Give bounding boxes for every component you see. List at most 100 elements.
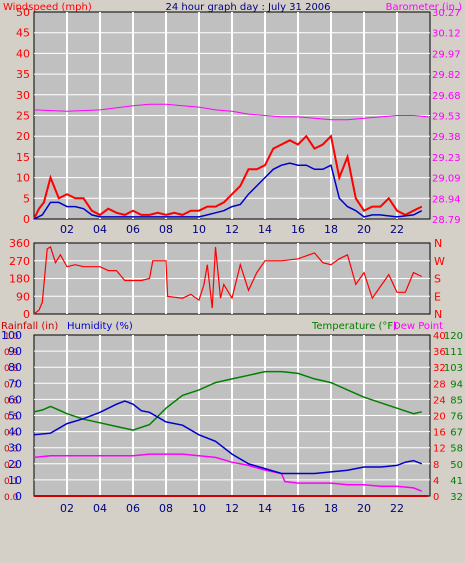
humidity-series [33,370,429,497]
temperature-tick-4: 85 [450,395,463,406]
windspeed-ticks: 0 5 10 15 20 25 30 35 40 45 50 [16,6,30,226]
barometer-tick-10: 30.27 [432,8,461,19]
humidity-line [33,400,423,475]
humidity-hour-tick-02: 02 [60,502,74,515]
temperature-line [33,370,422,431]
humidity-axis-title: Humidity (%) [67,321,133,332]
humidity-tick-2: 80 [8,361,22,374]
dewpoint-tick-9: 4 [433,476,439,487]
windspeed-tick-35: 35 [16,68,30,81]
wind-hour-tick-18: 18 [324,223,338,236]
humidity-tick-5: 50 [8,410,22,423]
windspeed-tick-15: 15 [16,151,30,164]
barometer-tick-3: 29.23 [432,153,461,164]
direction-degree-ticks: 360 270 180 90 0 [9,237,30,321]
dewpoint-tick-0: 40 [433,331,446,342]
humidity-hour-tick-22: 22 [390,502,404,515]
windspeed-tick-45: 45 [16,27,30,40]
dewpoint-tick-8: 8 [433,460,439,471]
dewpoint-tick-10: 0 [433,492,439,503]
humidity-tick-10: 0 [15,490,22,503]
direction-compass-tick-3: E [434,290,441,303]
direction-compass-tick-2: S [434,273,441,286]
wind-hour-tick-14: 14 [258,223,272,236]
rainfall-tick-0: 1.0 [4,332,19,342]
windspeed-tick-20: 20 [16,130,30,143]
dewpoint-tick-7: 12 [433,444,446,455]
rainfall-tick-8: 0.2 [4,461,18,471]
wind-series [33,103,429,220]
windspeed-tick-0: 0 [23,213,30,226]
graph-title: 24 hour graph day : July 31 2006 [165,2,330,13]
dewpoint-line [33,453,423,492]
direction-compass-tick-1: W [434,255,445,268]
wind-hour-tick-08: 08 [159,223,173,236]
temperature-tick-0: 120 [444,331,463,342]
direction-degree-tick-180: 180 [9,273,30,286]
temperature-tick-6: 67 [450,428,463,439]
temperature-tick-3: 94 [450,379,463,390]
humidity-hour-ticks: 02 04 06 08 10 12 14 16 18 20 22 [60,502,404,515]
wind-hour-tick-10: 10 [192,223,206,236]
wind-hour-ticks: 02 04 06 08 10 12 14 16 18 20 22 [60,223,404,236]
windspeed-tick-40: 40 [16,47,30,60]
average-wind-line [33,162,423,220]
wind-direction-line [33,245,423,315]
wind-hour-tick-02: 02 [60,223,74,236]
humidity-tick-6: 40 [8,426,22,439]
barometer-tick-9: 30.12 [432,29,461,40]
barometer-line [33,103,429,121]
humidity-hour-tick-10: 10 [192,502,206,515]
rainfall-axis-title: Rainfall (in) [1,321,58,332]
humidity-tick-3: 70 [8,377,22,390]
humidity-hour-tick-16: 16 [291,502,305,515]
barometer-tick-7: 29.82 [432,70,461,81]
dewpoint-tick-5: 20 [433,412,446,423]
direction-degree-tick-360: 360 [9,237,30,250]
dewpoint-tick-2: 32 [433,363,446,374]
temperature-tick-8: 50 [450,460,463,471]
windspeed-line [33,134,423,220]
barometer-tick-0: 28.79 [432,215,461,226]
humidity-tick-8: 20 [8,458,22,471]
dewpoint-tick-4: 24 [433,395,446,406]
wind-hour-tick-12: 12 [225,223,239,236]
rainfall-tick-3: 0.7 [4,380,18,390]
humidity-tick-9: 10 [8,474,22,487]
barometer-tick-6: 29.68 [432,91,461,102]
humidity-tick-4: 60 [8,393,22,406]
wind-gridlines [34,12,430,219]
humidity-tick-0: 100 [1,329,22,342]
temperature-tick-9: 41 [450,476,463,487]
wind-hour-tick-04: 04 [93,223,107,236]
humidity-hour-tick-04: 04 [93,502,107,515]
humidity-hour-tick-20: 20 [357,502,371,515]
humidity-hour-tick-12: 12 [225,502,239,515]
humidity-tick-1: 90 [8,345,22,358]
rainfall-tick-1: 0.9 [4,348,19,358]
direction-degree-tick-0: 0 [23,308,30,321]
temperature-tick-5: 76 [450,412,463,423]
barometer-ticks: 28.79 28.94 29.09 29.23 29.38 29.53 29.68 29.82… [432,8,461,226]
windspeed-tick-25: 25 [16,110,30,123]
humidity-gridlines [34,335,430,496]
rainfall-tick-4: 0.6 [4,396,19,406]
wind-hour-tick-16: 16 [291,223,305,236]
windspeed-tick-5: 5 [23,192,30,205]
wind-hour-tick-06: 06 [126,223,140,236]
direction-series [33,245,423,315]
direction-compass-tick-4: N [434,308,442,321]
temperature-axis-title: Temperature (°F) [311,321,397,332]
wind-hour-tick-20: 20 [357,223,371,236]
humidity-hour-tick-18: 18 [324,502,338,515]
rainfall-tick-7: 0.3 [4,445,18,455]
humidity-hour-tick-14: 14 [258,502,272,515]
rainfall-tick-6: 0.4 [4,429,19,439]
barometer-tick-2: 29.09 [432,174,461,185]
dewpoint-tick-6: 16 [433,428,446,439]
rainfall-tick-9: 0.1 [4,477,18,487]
